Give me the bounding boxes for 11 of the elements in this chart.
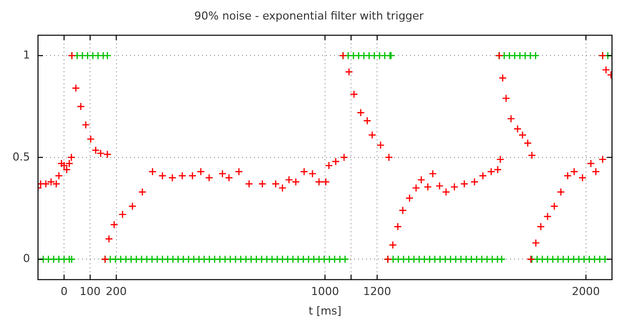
- x-tick-label: 100: [80, 285, 101, 298]
- x-tick-label: 200: [106, 285, 127, 298]
- x-axis-title: t [ms]: [308, 304, 342, 318]
- y-tick-label: 1: [23, 48, 30, 62]
- x-tick-label: 1200: [363, 285, 392, 298]
- x-tick-label: 1000: [311, 285, 339, 298]
- x-tick-label: 2000: [572, 285, 600, 298]
- y-tick-label: 0.5: [12, 150, 30, 164]
- x-tick-label: 0: [60, 285, 68, 298]
- y-tick-label: 0: [23, 252, 30, 266]
- chart-title: 90% noise - exponential filter with trigger: [194, 9, 424, 22]
